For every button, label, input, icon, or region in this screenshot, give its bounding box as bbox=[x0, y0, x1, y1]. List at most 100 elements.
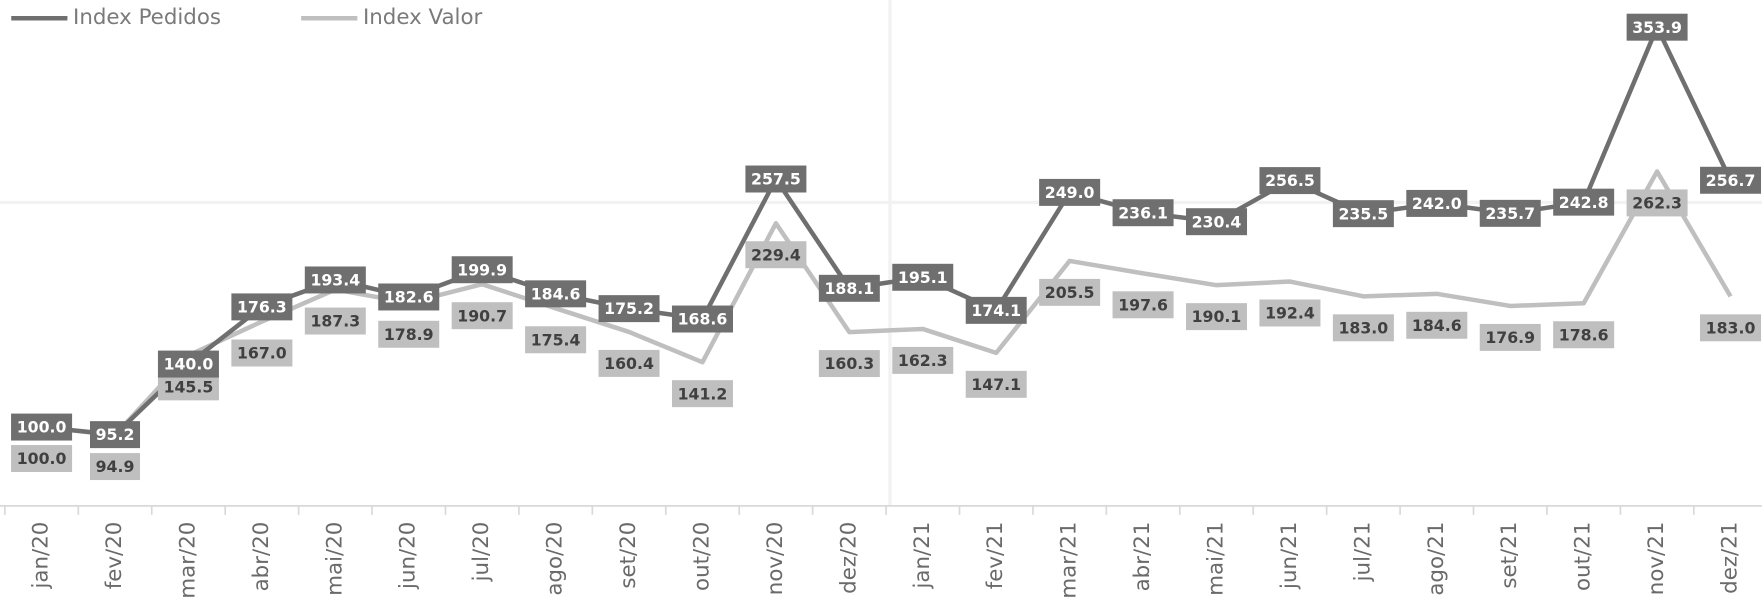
data-label: 249.0 bbox=[1045, 183, 1095, 202]
data-label-box bbox=[525, 280, 587, 308]
data-label-box bbox=[231, 293, 293, 321]
legend-label: Index Valor bbox=[363, 5, 483, 30]
data-label-box bbox=[1626, 13, 1688, 41]
data-label: 160.3 bbox=[824, 354, 874, 373]
data-label: 184.6 bbox=[531, 284, 581, 303]
data-label-box bbox=[1700, 166, 1762, 194]
x-tick-label: jul/21 bbox=[1350, 522, 1375, 583]
data-label-box bbox=[598, 295, 660, 323]
x-tick-label: set/21 bbox=[1497, 522, 1522, 589]
data-label: 242.8 bbox=[1559, 193, 1609, 212]
data-label: 235.5 bbox=[1339, 204, 1389, 223]
data-label: 183.0 bbox=[1339, 318, 1389, 337]
data-label-box bbox=[1112, 291, 1174, 319]
data-label-box bbox=[451, 256, 513, 284]
data-label: 178.6 bbox=[1559, 325, 1609, 344]
legend-label: Index Pedidos bbox=[73, 5, 221, 30]
x-tick-label: mai/20 bbox=[322, 522, 347, 596]
data-label-box bbox=[1479, 199, 1541, 227]
data-label: 236.1 bbox=[1118, 203, 1168, 222]
data-label: 141.2 bbox=[678, 384, 728, 403]
data-label: 230.4 bbox=[1192, 212, 1242, 231]
data-label-box bbox=[231, 339, 293, 367]
data-label-box bbox=[598, 349, 660, 377]
data-label-box bbox=[89, 453, 141, 481]
data-label: 140.0 bbox=[164, 355, 214, 374]
data-label-box bbox=[745, 165, 807, 193]
data-label: 197.6 bbox=[1118, 295, 1168, 314]
data-label-box bbox=[1259, 167, 1321, 195]
data-label-box bbox=[1259, 299, 1321, 327]
data-label: 353.9 bbox=[1632, 18, 1682, 37]
data-label: 184.6 bbox=[1412, 316, 1462, 335]
data-label: 205.5 bbox=[1045, 283, 1095, 302]
x-tick-label: jan/20 bbox=[29, 522, 54, 590]
series-line bbox=[41, 24, 1733, 437]
data-label: 176.3 bbox=[237, 298, 287, 317]
data-label-box bbox=[965, 370, 1027, 398]
data-label: 175.4 bbox=[531, 330, 581, 349]
data-label: 168.6 bbox=[678, 310, 728, 329]
x-tick-label: dez/21 bbox=[1718, 522, 1743, 594]
data-label-box bbox=[1039, 278, 1101, 306]
data-label: 175.2 bbox=[604, 299, 654, 318]
x-tick-label: fev/21 bbox=[983, 522, 1008, 590]
data-label: 190.1 bbox=[1192, 307, 1242, 326]
x-tick-label: out/20 bbox=[689, 522, 714, 591]
data-label-box bbox=[892, 346, 954, 374]
data-label-box bbox=[89, 421, 141, 449]
data-label: 256.7 bbox=[1706, 171, 1756, 190]
data-label-box bbox=[1626, 189, 1688, 217]
series-line bbox=[41, 169, 1733, 438]
data-label: 176.9 bbox=[1485, 328, 1535, 347]
data-label-box bbox=[671, 380, 733, 408]
data-label-box bbox=[304, 307, 366, 335]
data-label-box bbox=[745, 241, 807, 269]
data-label: 178.9 bbox=[384, 325, 434, 344]
data-label-box bbox=[965, 296, 1027, 324]
data-label: 183.0 bbox=[1706, 318, 1756, 337]
data-label-box bbox=[525, 326, 587, 354]
data-label-box bbox=[1700, 314, 1762, 342]
data-label-box bbox=[892, 263, 954, 291]
x-tick-label: jan/21 bbox=[910, 522, 935, 590]
data-label-box bbox=[1185, 208, 1248, 236]
data-label: 167.0 bbox=[237, 344, 287, 363]
data-label: 100.0 bbox=[17, 418, 67, 437]
data-label: 147.1 bbox=[971, 375, 1021, 394]
data-label-box bbox=[1553, 188, 1615, 216]
x-tick-label: mar/21 bbox=[1057, 522, 1082, 599]
data-label-box bbox=[1406, 189, 1468, 217]
x-tick-label: set/20 bbox=[616, 522, 641, 589]
data-label-box bbox=[304, 266, 366, 294]
data-label-box bbox=[818, 350, 880, 378]
data-label: 145.5 bbox=[164, 377, 214, 396]
x-tick-label: nov/20 bbox=[763, 522, 788, 596]
x-tick-label: ago/20 bbox=[543, 522, 568, 596]
data-label: 257.5 bbox=[751, 170, 801, 189]
data-label: 192.4 bbox=[1265, 304, 1315, 323]
data-label-box bbox=[11, 413, 73, 441]
x-tick-label: jun/20 bbox=[396, 522, 421, 590]
x-tick-label: out/21 bbox=[1571, 522, 1596, 591]
data-label-box bbox=[1332, 200, 1394, 228]
x-tick-label: dez/20 bbox=[836, 522, 861, 594]
x-tick-label: jun/21 bbox=[1277, 522, 1302, 590]
data-label-box bbox=[818, 274, 880, 302]
data-label: 229.4 bbox=[751, 245, 801, 264]
x-tick-label: mai/21 bbox=[1204, 522, 1229, 596]
data-label: 162.3 bbox=[898, 351, 948, 370]
data-label: 94.9 bbox=[96, 457, 135, 476]
data-label: 190.7 bbox=[457, 306, 507, 325]
data-label: 174.1 bbox=[971, 301, 1021, 320]
data-label: 256.5 bbox=[1265, 171, 1315, 190]
data-label-box bbox=[1186, 303, 1247, 331]
data-label: 262.3 bbox=[1632, 194, 1682, 213]
data-label-box bbox=[378, 283, 440, 311]
data-label: 199.9 bbox=[457, 260, 507, 279]
data-label-box bbox=[1406, 311, 1468, 339]
data-label-box bbox=[1112, 199, 1174, 227]
x-tick-label: mar/20 bbox=[175, 522, 200, 599]
